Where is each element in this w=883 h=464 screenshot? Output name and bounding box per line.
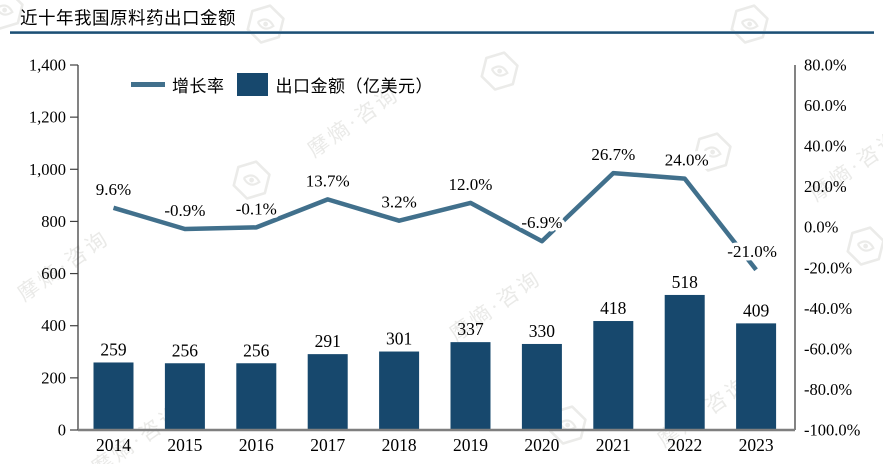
bar-value-label: 337 [457, 319, 484, 339]
growth-point-label: 9.6% [96, 180, 131, 199]
x-axis-label-2017: 2017 [310, 435, 345, 455]
bar-value-label: 256 [172, 340, 199, 360]
growth-point-label: 12.0% [449, 175, 493, 194]
bar-2019 [450, 342, 491, 430]
bar-2022 [664, 294, 705, 430]
y-axis-right-label: -40.0% [804, 299, 852, 318]
y-axis-right-label: 40.0% [804, 137, 847, 156]
y-axis-left-label: 800 [41, 212, 66, 231]
bar-value-label: 418 [600, 298, 627, 318]
legend-label: 出口金额（亿美元） [275, 77, 433, 96]
bar-2014 [93, 362, 134, 430]
bar-value-label: 301 [386, 329, 412, 349]
y-axis-left-label: 0 [58, 421, 66, 440]
legend-line-swatch-icon [131, 82, 165, 87]
y-axis-right-label: 80.0% [804, 56, 847, 75]
legend-item-export-amount: 出口金额（亿美元） [236, 72, 434, 97]
y-axis-right-label: 60.0% [804, 96, 847, 115]
growth-rate-line [112, 170, 758, 272]
bar-value-label: 291 [315, 331, 341, 351]
x-axis-label-2018: 2018 [382, 435, 417, 455]
bar-value-label: 259 [100, 339, 127, 359]
bar-2015 [164, 363, 205, 430]
legend-label: 增长率 [172, 77, 225, 96]
bar-2017 [307, 354, 348, 430]
bar-2016 [236, 363, 277, 430]
bar-2023 [736, 323, 777, 430]
x-axis-label-2022: 2022 [667, 435, 702, 455]
y-axis-left-label: 200 [41, 368, 66, 387]
y-axis-left-label: 1,400 [29, 56, 66, 75]
growth-point-label: -21.0% [727, 242, 777, 261]
y-axis-right-label: -80.0% [804, 380, 852, 399]
y-axis-left-label: 400 [41, 316, 66, 335]
x-axis-label-2021: 2021 [596, 435, 631, 455]
y-axis-right-label: 20.0% [804, 177, 847, 196]
bar-value-label: 256 [243, 340, 270, 360]
growth-point-label: 26.7% [591, 145, 635, 164]
y-axis-left-label: 600 [41, 264, 66, 283]
y-axis-left-label: 1,000 [29, 160, 66, 179]
x-axis-label-2016: 2016 [239, 435, 274, 455]
bar-value-label: 518 [672, 272, 699, 292]
growth-point-label: 13.7% [306, 171, 350, 190]
y-axis-right-label: 0.0% [804, 218, 839, 237]
x-axis-label-2020: 2020 [524, 435, 559, 455]
bar-2020 [521, 343, 562, 430]
x-axis-label-2019: 2019 [453, 435, 488, 455]
legend-item-growth-rate: 增长率 [131, 72, 225, 97]
growth-point-label: -6.9% [521, 213, 562, 232]
growth-point-label: 24.0% [665, 151, 709, 170]
y-axis-left-label: 1,200 [29, 108, 66, 127]
y-axis-right-label: -60.0% [804, 339, 852, 358]
bar-2021 [593, 321, 634, 430]
page-title: 近十年我国原料药出口金额 [20, 8, 236, 28]
growth-point-label: -0.1% [236, 199, 277, 218]
y-axis-right-label: -100.0% [804, 421, 861, 440]
growth-point-label: -0.9% [164, 201, 205, 220]
x-axis-label-2023: 2023 [739, 435, 774, 455]
bar-value-label: 409 [743, 300, 770, 320]
legend-bar-swatch-icon [236, 73, 268, 96]
bar-2018 [379, 351, 420, 430]
x-axis-label-2014: 2014 [96, 435, 131, 455]
y-axis-right-label: -20.0% [804, 258, 852, 277]
title-separator [10, 31, 874, 34]
growth-point-label: 3.2% [381, 193, 416, 212]
bar-value-label: 330 [529, 321, 556, 341]
chart-legend: 增长率 出口金额（亿美元） [131, 72, 433, 97]
x-axis-label-2015: 2015 [167, 435, 202, 455]
